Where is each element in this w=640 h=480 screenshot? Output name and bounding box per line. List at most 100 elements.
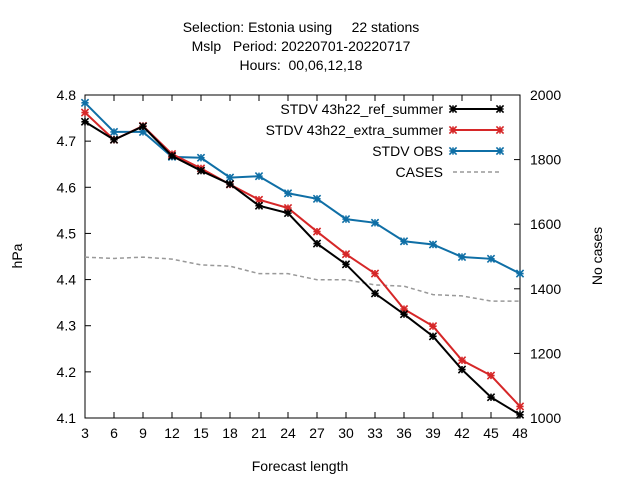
y-tick-label: 4.6	[57, 179, 77, 195]
series-1-point	[312, 227, 322, 236]
x-tick-label: 27	[309, 425, 325, 441]
legend-item: CASES	[396, 164, 500, 180]
chart-title-line-2: Mslp Period: 20220701-20220717	[192, 38, 411, 54]
legend-marker	[495, 104, 505, 114]
series-2-point	[428, 240, 438, 249]
x-tick-label: 9	[139, 425, 147, 441]
y-tick-label: 4.5	[57, 225, 77, 241]
legend-label: STDV 43h22_ref_summer	[280, 101, 443, 117]
series-2-point	[109, 127, 119, 137]
x-tick-label: 24	[280, 425, 296, 441]
legend-item: STDV 43h22_ref_summer	[280, 101, 505, 117]
series-1-point	[515, 402, 525, 411]
series-3-line	[84, 256, 520, 302]
series-0-point	[515, 410, 525, 419]
x-tick-label: 48	[512, 425, 528, 441]
y2-tick-label: 1800	[530, 152, 561, 168]
series-2-point	[138, 127, 148, 137]
legend-marker	[448, 146, 458, 156]
legend-marker	[495, 146, 505, 156]
x-tick-label: 30	[338, 425, 354, 441]
series-1-point	[341, 250, 351, 259]
series-0-point	[225, 179, 235, 189]
y-axis-left: 4.1 4.2 4.3 4.4 4.5 4.6 4.7 4.8	[57, 87, 91, 426]
series-0-point	[80, 117, 90, 126]
series-1-point	[399, 304, 409, 314]
series-2-point	[283, 189, 293, 198]
legend-item: STDV OBS	[372, 143, 505, 159]
x-axis-label: Forecast length	[252, 458, 349, 474]
plot-frame	[84, 94, 521, 419]
series-0-point	[399, 310, 409, 319]
series-0-point	[138, 122, 148, 131]
series-2-point	[399, 237, 409, 246]
series-1-point	[428, 322, 438, 331]
y2-tick-label: 2000	[530, 87, 561, 103]
series-2-point	[486, 254, 496, 263]
chart-title: Selection: Estonia using 22 stations Msl…	[183, 19, 420, 73]
series-0-point	[254, 201, 264, 210]
series-0-point	[312, 239, 322, 248]
series-1-point	[80, 108, 90, 117]
y-tick-label: 4.8	[57, 87, 77, 103]
y2-tick-label: 1600	[530, 216, 561, 232]
x-tick-label: 45	[483, 425, 499, 441]
series-0	[80, 117, 525, 419]
legend-label: CASES	[396, 164, 443, 180]
series-2-line	[84, 102, 521, 275]
y-axis-right: 1000 1200 1400 1600 1800 2000	[514, 87, 561, 426]
legend-item: STDV 43h22_extra_summer	[266, 122, 505, 138]
legend-marker	[495, 125, 505, 135]
series-1-point	[457, 356, 467, 365]
series-0-point	[486, 393, 496, 402]
series-1-point	[283, 203, 293, 213]
x-tick-label: 33	[367, 425, 383, 441]
x-tick-label: 6	[110, 425, 118, 441]
y-tick-label: 4.1	[57, 410, 77, 426]
legend-marker	[448, 104, 458, 114]
y2-tick-label: 1400	[530, 281, 561, 297]
x-tick-label: 12	[164, 425, 180, 441]
x-tick-label: 15	[193, 425, 209, 441]
series-0-point	[428, 332, 438, 341]
series-2-point	[457, 252, 467, 262]
series-2-point	[80, 98, 90, 108]
legend: STDV 43h22_ref_summer STDV 43h22_extra_su…	[266, 101, 505, 180]
legend-marker	[448, 125, 458, 135]
series-0-point	[196, 166, 206, 175]
series-2-point	[312, 194, 322, 203]
x-axis: 3 6 9 12 15 18 21 24 27 30 33 36 39 42 45 48	[81, 95, 528, 441]
series-0-line	[84, 120, 521, 416]
series-0-point	[370, 289, 380, 298]
y-tick-label: 4.4	[57, 272, 77, 288]
x-tick-label: 18	[222, 425, 238, 441]
series-1-point	[254, 195, 264, 204]
series-1-point	[486, 371, 496, 380]
y-tick-label: 4.7	[57, 133, 77, 149]
chart-title-line-3: Hours: 00,06,12,18	[240, 57, 363, 73]
series-2-point	[341, 214, 351, 224]
series-group	[80, 98, 525, 419]
series-2-point	[515, 269, 525, 278]
legend-label: STDV OBS	[372, 143, 443, 159]
x-tick-label: 42	[454, 425, 470, 441]
series-2-point	[196, 153, 206, 162]
series-3	[84, 256, 520, 302]
series-0-point	[109, 135, 119, 144]
series-0-point	[341, 260, 351, 269]
y2-tick-label: 1000	[530, 410, 561, 426]
series-2	[80, 98, 525, 278]
y2-tick-label: 1200	[530, 345, 561, 361]
y-tick-label: 4.3	[57, 318, 77, 334]
y-tick-label: 4.2	[57, 364, 77, 380]
series-0-point	[167, 151, 177, 161]
series-2-point	[254, 172, 264, 181]
legend-label: STDV 43h22_extra_summer	[266, 122, 444, 138]
x-tick-label: 21	[251, 425, 267, 441]
chart-title-line-1: Selection: Estonia using 22 stations	[183, 19, 420, 35]
x-tick-label: 3	[81, 425, 89, 441]
x-tick-label: 36	[396, 425, 412, 441]
series-1-point	[370, 269, 380, 278]
y2-axis-label: No cases	[589, 227, 605, 285]
